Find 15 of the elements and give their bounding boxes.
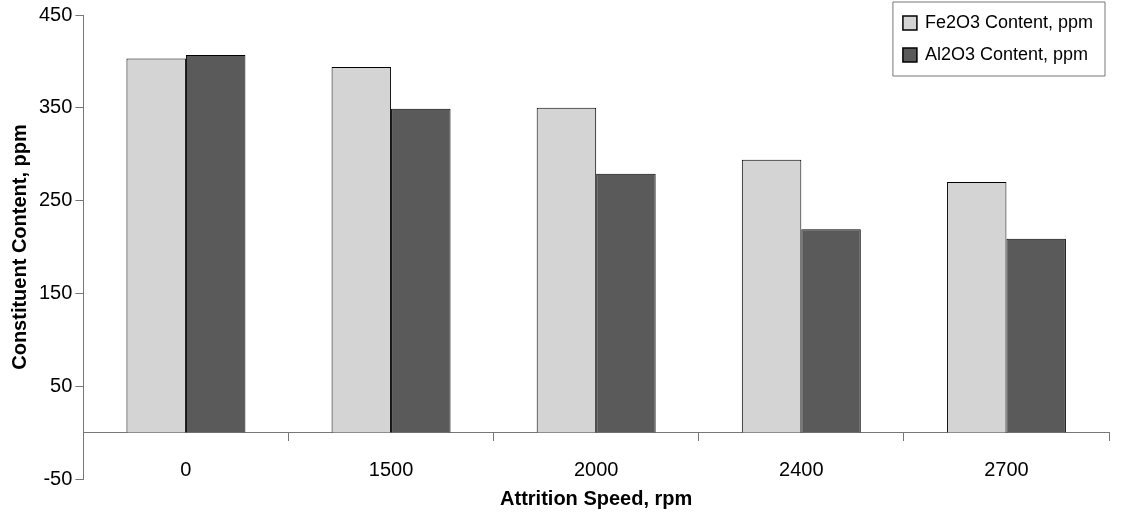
legend-label: Fe2O3 Content, ppm — [924, 11, 1093, 32]
x-tick-label: 2700 — [984, 458, 1029, 481]
x-axis-title: Attrition Speed, rpm — [500, 486, 693, 509]
x-tick-label: 2000 — [573, 458, 619, 481]
y-tick-label: 250 — [38, 188, 73, 211]
y-tick-label: 50 — [50, 373, 73, 396]
y-tick-label: 450 — [38, 2, 73, 25]
legend-label: Al2O3 Content, ppm — [924, 43, 1088, 64]
y-axis-title: Constituent Content, ppm — [7, 124, 30, 370]
y-tick-label: 350 — [38, 95, 73, 118]
x-tick-label: 0 — [180, 458, 192, 481]
x-tick-label: 2400 — [779, 458, 824, 481]
y-tick-label: -50 — [43, 466, 73, 489]
y-tick-label: 150 — [38, 280, 73, 303]
x-tick-label: 1500 — [368, 458, 414, 481]
